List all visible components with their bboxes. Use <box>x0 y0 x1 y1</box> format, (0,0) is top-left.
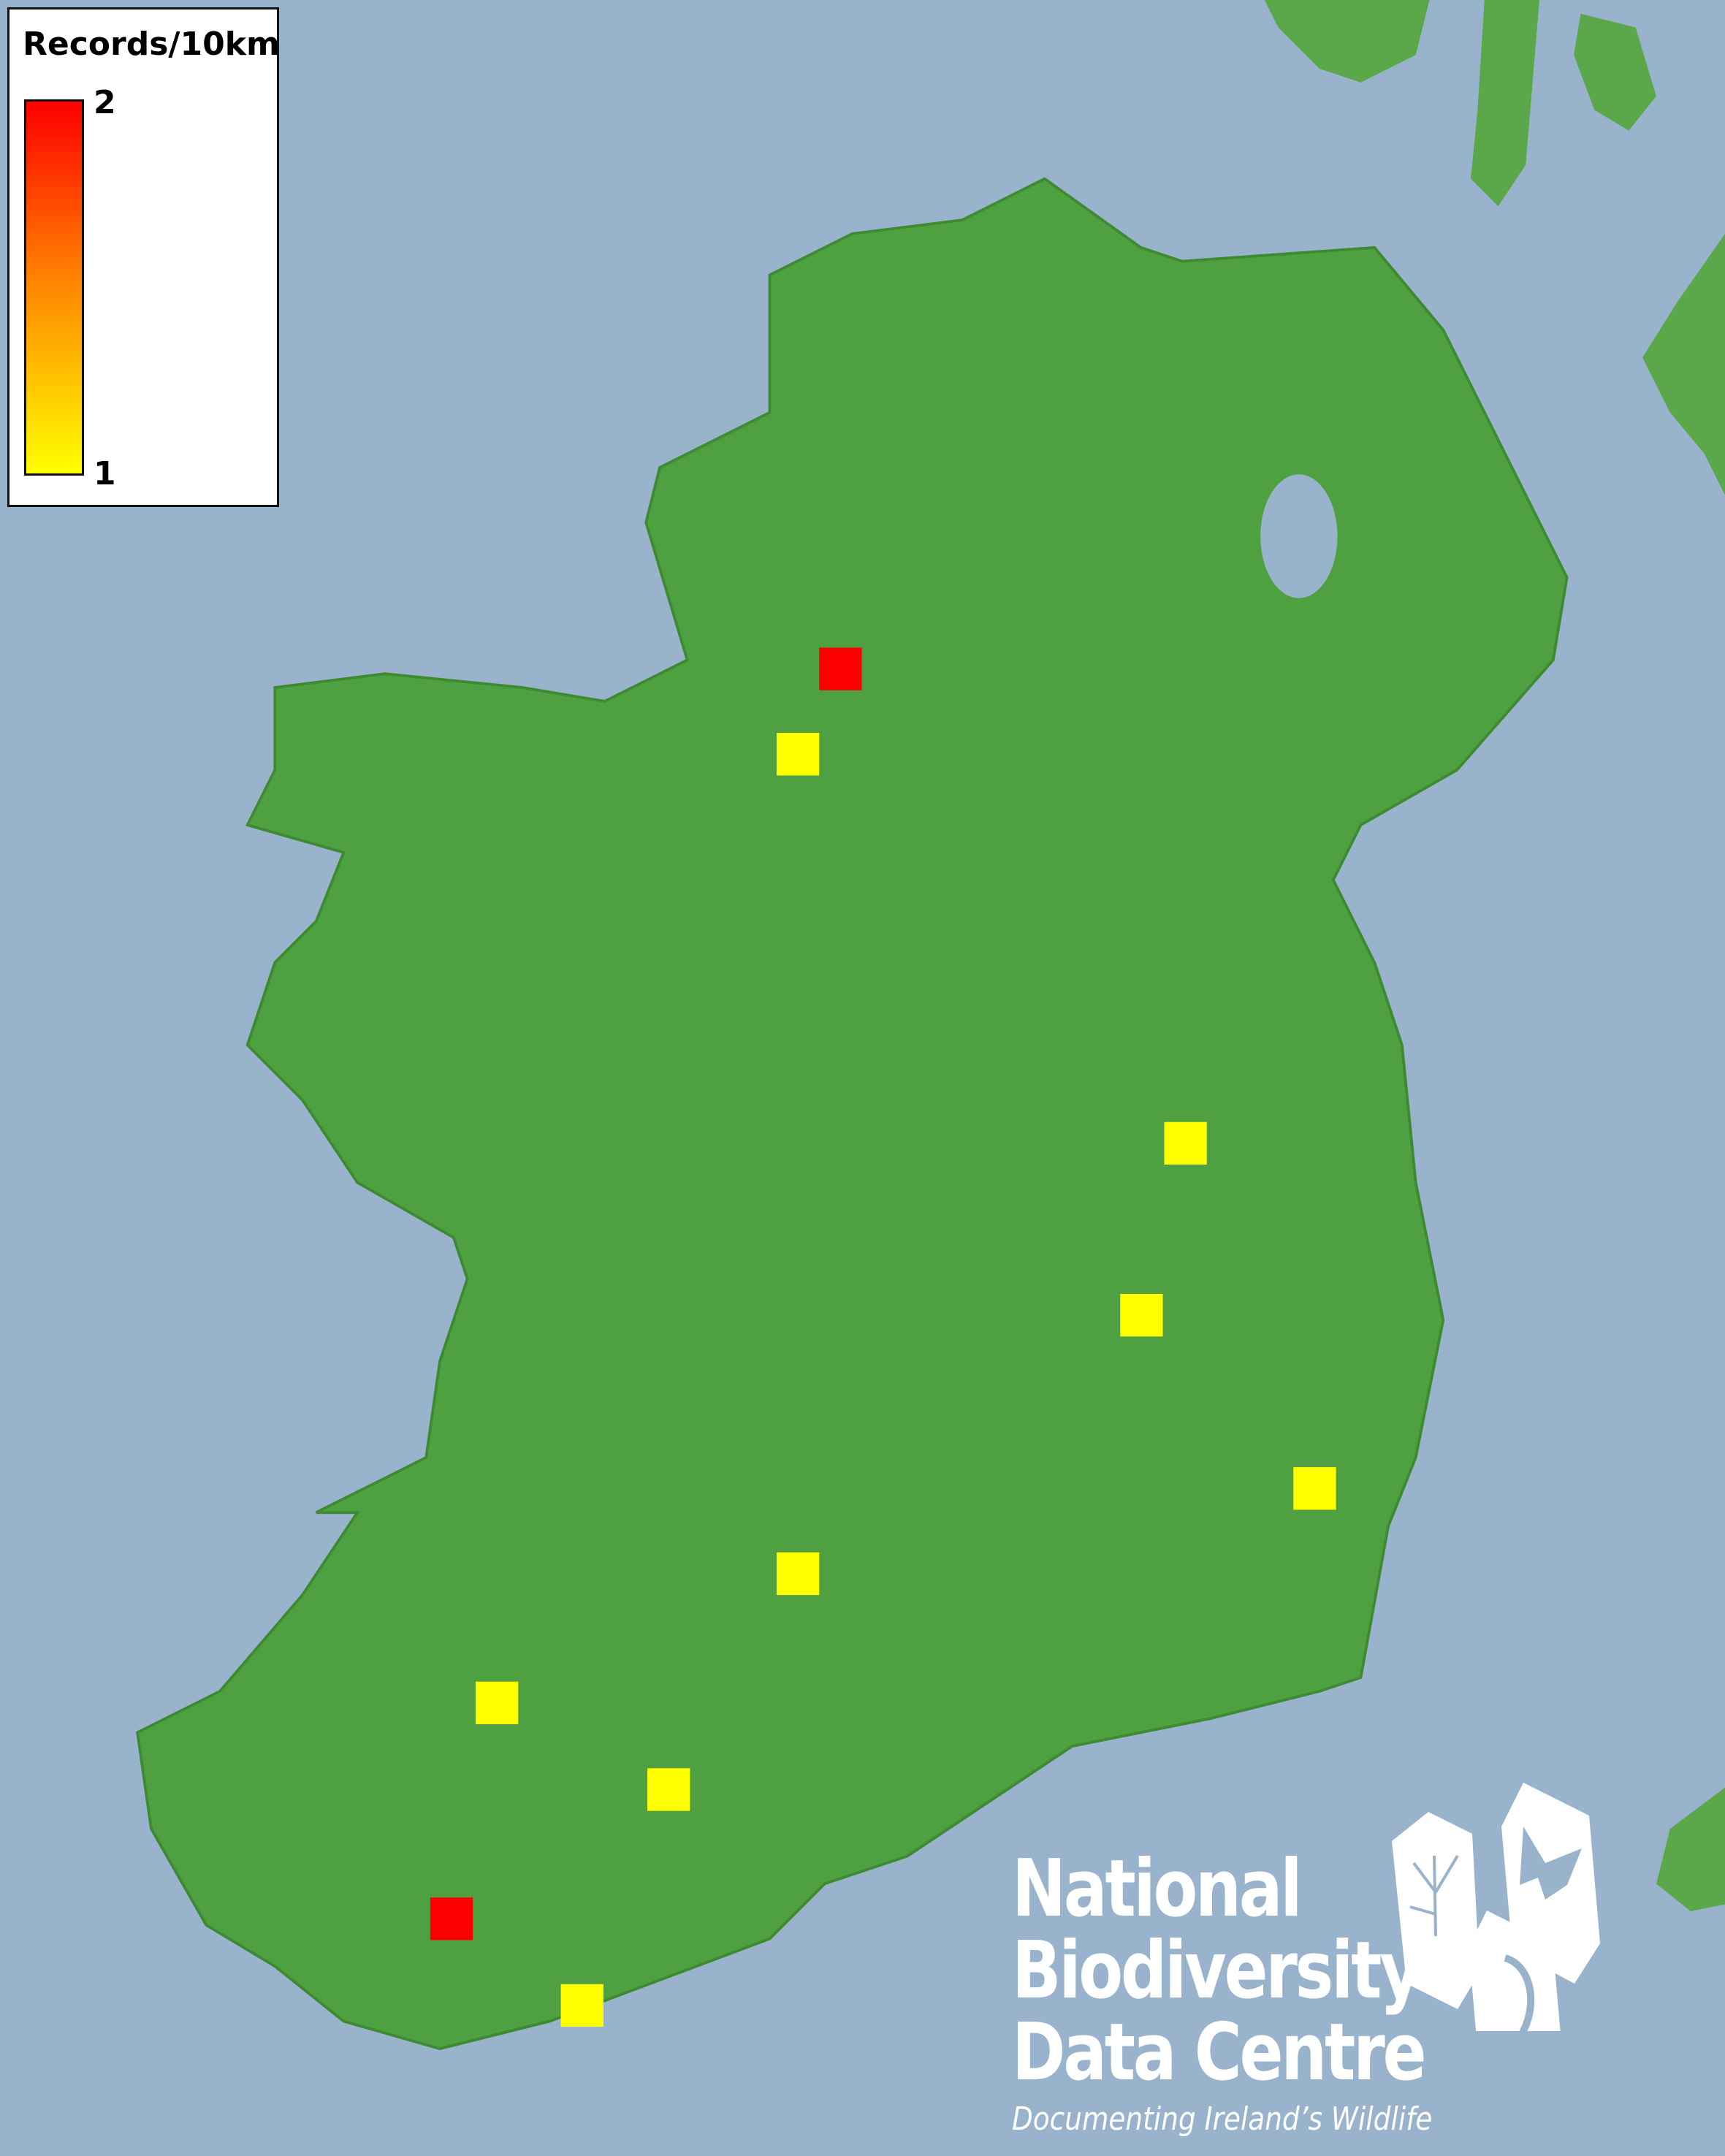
record-square[interactable] <box>430 1897 473 1940</box>
legend-title: Records/10km <box>23 26 280 63</box>
logo-line-2: Biodiversity <box>1012 1925 1422 2016</box>
logo-text: National Biodiversity Data Centre <box>1012 1843 1427 2098</box>
logo-line-1: National <box>1012 1843 1303 1935</box>
ireland-land <box>136 177 1569 2051</box>
record-square[interactable] <box>475 1681 519 1725</box>
scotland-land <box>1264 0 1725 1912</box>
seahorse-icon <box>1469 1911 1561 2031</box>
lough-neagh <box>1260 474 1338 598</box>
record-square[interactable] <box>647 1768 690 1811</box>
record-square[interactable] <box>819 647 862 690</box>
legend: Records/10km 2 1 <box>7 7 280 507</box>
record-squares <box>430 647 1336 2027</box>
logo-tagline: Documenting Ireland’s Wildlife <box>1012 2100 1433 2138</box>
legend-max-label: 2 <box>94 84 116 121</box>
record-square[interactable] <box>1120 1293 1163 1337</box>
record-square[interactable] <box>776 733 820 776</box>
record-square[interactable] <box>560 1984 603 2027</box>
tree-icon <box>1392 1812 1480 2009</box>
record-square[interactable] <box>776 1552 820 1596</box>
record-square[interactable] <box>1164 1121 1207 1165</box>
colorbar <box>24 99 84 476</box>
logo-line-3: Data Centre <box>1012 2007 1427 2098</box>
legend-min-label: 1 <box>94 455 116 492</box>
record-square[interactable] <box>1293 1467 1336 1510</box>
